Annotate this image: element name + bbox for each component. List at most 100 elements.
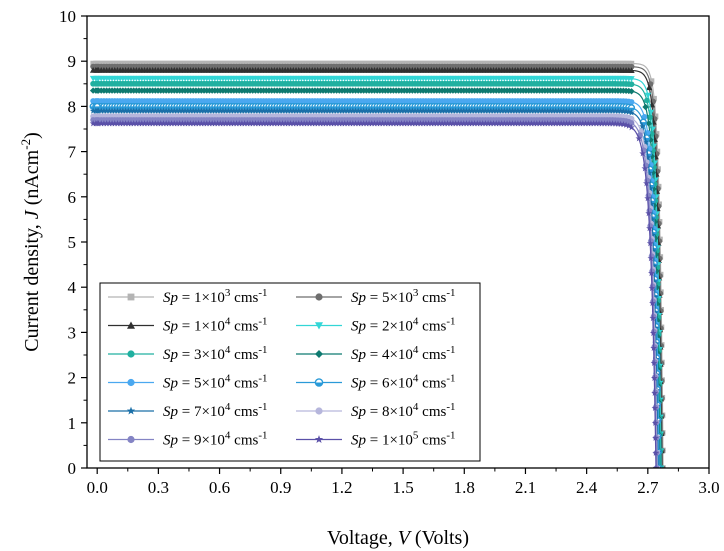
data-point xyxy=(651,389,658,396)
data-point xyxy=(308,120,316,127)
data-point xyxy=(484,120,492,127)
data-point xyxy=(246,107,254,114)
data-point xyxy=(590,120,597,127)
data-point xyxy=(130,120,138,127)
data-point xyxy=(538,120,546,127)
data-point xyxy=(463,107,470,114)
data-point xyxy=(381,120,389,127)
data-point xyxy=(146,120,154,127)
data-point xyxy=(611,107,619,114)
data-point xyxy=(276,120,284,127)
legend-box xyxy=(99,282,481,462)
data-point xyxy=(449,120,457,127)
data-point xyxy=(317,107,324,114)
x-tick-label: 2.7 xyxy=(637,478,659,497)
legend-label: Sp = 2×104 cms-1 xyxy=(351,316,456,335)
data-point xyxy=(427,120,435,127)
data-point xyxy=(568,107,576,114)
data-point xyxy=(628,109,635,116)
data-point xyxy=(222,120,230,127)
data-point xyxy=(127,120,135,127)
data-point xyxy=(503,120,511,127)
data-point xyxy=(639,150,646,157)
data-point xyxy=(124,120,132,127)
data-point xyxy=(384,120,392,127)
series-markers xyxy=(89,120,660,468)
data-point xyxy=(230,107,238,114)
data-point xyxy=(455,120,462,127)
data-point xyxy=(300,107,308,114)
data-point xyxy=(344,107,351,114)
data-point xyxy=(403,120,411,127)
data-point xyxy=(606,120,614,127)
data-point xyxy=(528,107,535,114)
data-point xyxy=(208,107,216,114)
data-point xyxy=(414,120,422,127)
data-point xyxy=(246,120,254,127)
data-point xyxy=(555,107,562,114)
data-point xyxy=(601,120,608,127)
data-point xyxy=(252,120,259,127)
data-point xyxy=(311,107,319,114)
data-point xyxy=(133,120,140,127)
data-point xyxy=(544,107,551,114)
data-point xyxy=(122,120,129,127)
data-point xyxy=(471,107,478,114)
data-point xyxy=(152,120,159,127)
data-point xyxy=(651,218,659,226)
data-point xyxy=(211,107,219,114)
data-point xyxy=(206,120,213,127)
data-point xyxy=(650,247,657,254)
data-point xyxy=(335,120,343,127)
data-point xyxy=(417,120,424,127)
y-tick-label: 3 xyxy=(68,323,77,342)
x-tick-label: 0.6 xyxy=(209,478,230,497)
data-point xyxy=(444,107,451,114)
data-point xyxy=(646,239,654,247)
data-point xyxy=(143,107,151,114)
legend: Sp = 1×103 cms-1 Sp = 5×103 cms-1 Sp = 1×1… xyxy=(99,282,481,462)
data-point xyxy=(533,120,541,127)
data-point xyxy=(501,107,508,114)
legend-marker xyxy=(315,322,323,330)
legend-marker xyxy=(127,378,135,387)
series-markers xyxy=(89,75,665,468)
data-point xyxy=(651,278,658,285)
data-point xyxy=(214,120,221,127)
data-point xyxy=(628,63,635,70)
data-point xyxy=(495,120,503,127)
data-point xyxy=(257,107,265,114)
data-point xyxy=(295,107,303,114)
series-layer xyxy=(89,60,666,468)
data-point xyxy=(268,120,276,127)
data-point xyxy=(530,120,538,127)
data-point xyxy=(457,120,465,127)
data-point xyxy=(514,107,522,114)
data-point xyxy=(622,121,630,128)
data-point xyxy=(645,169,653,176)
data-point xyxy=(509,107,516,114)
data-point xyxy=(181,107,189,114)
data-point xyxy=(533,107,541,114)
data-point xyxy=(509,120,516,127)
data-point xyxy=(563,120,570,127)
data-point xyxy=(165,120,173,127)
data-point xyxy=(357,120,365,127)
data-point xyxy=(376,107,384,114)
data-point xyxy=(390,120,397,127)
data-point xyxy=(606,107,614,114)
data-point xyxy=(651,404,659,411)
data-point xyxy=(330,107,338,114)
data-point xyxy=(135,107,143,114)
data-point xyxy=(208,120,216,127)
legend-marker xyxy=(126,406,136,415)
data-point xyxy=(530,107,538,114)
legend-item: Sp = 3×104 cms-1 xyxy=(108,344,268,363)
data-point xyxy=(311,120,319,127)
data-point xyxy=(598,120,606,127)
data-point xyxy=(609,107,616,114)
data-point xyxy=(116,120,124,127)
data-point xyxy=(149,120,156,127)
data-point xyxy=(238,120,246,127)
